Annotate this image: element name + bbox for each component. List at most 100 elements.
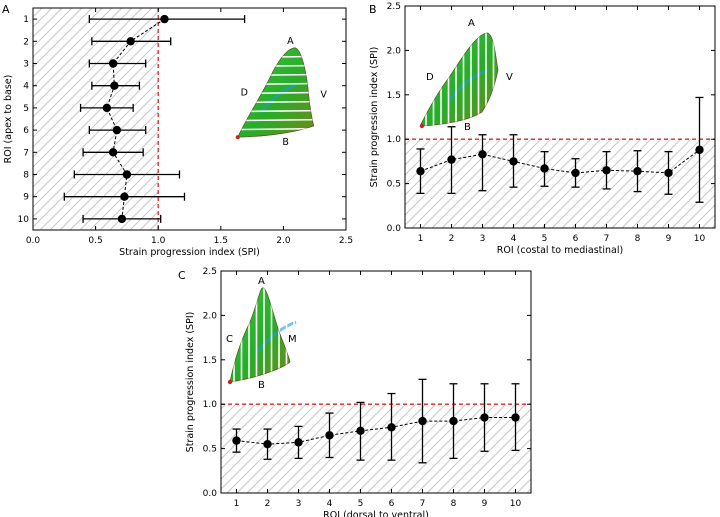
panel-b-plot: A D V B 1 2 3 4 5 6 7 8 9 10 0.0 0.5 1.0 1.5 2.0 2.5 ROI (co… [369,2,716,256]
panel-a-axes-frame [32,7,347,231]
panel-a-shape-label: B [282,137,289,148]
panel-b-x-axis-label: ROI (costal to mediastinal) [497,245,623,256]
panel-b-x-tick-label: 9 [666,234,672,244]
panel-a-data-point [102,103,112,113]
panel-c-y-tick-label: 0.5 [203,445,217,455]
panel-c-data-point [294,438,303,447]
panel-c-data-point [480,413,489,422]
panel-b-shape-label: A [468,18,475,29]
panel-a-data-point [110,81,119,90]
panel-a-y-tick-label: 10 [18,215,30,225]
panel-b-data-point [695,145,704,155]
panel-a-lung-stripe [232,73,319,77]
panel-b-y-tick-label: 2.5 [387,2,401,12]
panel-b-y-tick-label: 1.0 [387,135,402,145]
panel-b-shape-label: D [426,72,434,83]
panel-b-x-tick-label: 4 [511,234,517,244]
panel-c-x-axis-label: ROI (dorsal to ventral) [323,510,429,517]
panel-a-series-line [106,18,165,219]
panel-a-x-tick-label: 1.5 [214,236,228,246]
panel-c-data-point [418,416,427,426]
panel-b-x-tick-label: 8 [635,234,641,244]
panel-a: A A D V B 0.0 0.5 1.0 1.5 2.0 2.5 1 2 3 4 5 6 7 8 9 10 Strai… [2,3,353,258]
panel-c-hatch-region [221,404,531,493]
panel-c-x-tick-label: 7 [420,499,426,509]
panel-c-y-tick-label: 2.0 [203,311,218,321]
panel-a-lung-edge [237,47,315,138]
panel-c-x-tick-label: 5 [358,499,364,509]
panel-a-lung-dot [235,135,240,140]
panel-c-lung-shape: A C M B [226,276,303,391]
panel-b-data-point [509,157,518,166]
panel-b-data-point [416,166,425,176]
panel-c-data-point [387,423,396,432]
panel-a-lung-stripe [232,91,319,95]
panel-b-data-point [540,164,549,173]
panel-c: C A C M B 1 2 3 4 5 6 7 8 9 10 0.0 0.5 1.0 1.5 2.0 2.5 ROI (… [178,267,532,517]
panel-c-data-point [511,413,520,422]
panel-a-lung-stripe [232,118,319,122]
panel-b-x-tick-label: 2 [449,234,455,244]
panel-a-data-point [108,59,118,68]
panel-c-y-tick-label: 1.5 [203,356,217,366]
panel-a-y-tick-label: 1 [23,15,29,25]
panel-a-y-tick-label: 7 [23,148,29,158]
panel-a-letter: A [2,3,10,16]
panel-a-data-point [160,14,169,24]
panel-b-x-tick-label: 3 [480,234,486,244]
panel-b-shape-label: V [506,72,513,83]
panel-c-x-tick-label: 4 [327,499,333,509]
panel-b-x-tick-label: 10 [694,234,706,244]
panel-b-data-point [571,168,580,178]
panel-c-lung-edge [229,287,291,383]
panel-b-lung-dot [419,123,425,129]
panel-c-data-point [356,426,365,436]
panel-a-lung-stripe [232,82,319,86]
panel-c-x-tick-label: 2 [265,499,271,509]
panel-a-y-tick-label: 2 [23,37,29,47]
panel-a-data-point [117,214,127,224]
panel-c-x-tick-label: 9 [482,499,488,509]
panel-c-data-point [325,431,334,440]
panel-a-lung-shape: A D V B [232,36,327,148]
panel-a-lung-stripe [232,55,319,59]
panel-c-x-tick-label: 1 [234,499,240,509]
panel-a-data-point [126,37,135,46]
panel-c-x-tick-label: 8 [451,499,457,509]
panel-b-axes-frame [404,5,716,229]
panel-b-x-tick-label: 6 [573,234,579,244]
panel-b-data-point [664,168,673,178]
panel-a-data-point [108,148,118,157]
panel-a-y-axis-label: ROI (apex to base) [3,75,14,164]
panel-b-data-point [602,166,611,175]
panel-b-hatch-region [405,139,715,228]
panel-a-shape-label: A [287,36,294,47]
panel-b-lung-vessel [448,68,489,101]
panel-a-y-tick-label: 6 [23,126,29,136]
panel-a-x-tick-label: 2.0 [276,236,291,246]
panel-b-lung-edge [419,32,499,127]
panel-b-y-tick-label: 2.0 [387,46,402,56]
panel-b: B A D V B 1 2 3 4 5 6 7 8 9 10 0.0 0.5 1.0 1.5 2.0 2.5 ROI (… [369,2,716,256]
panel-a-lung-stripe [232,100,319,104]
panel-a-y-tick-label: 9 [23,193,29,203]
panel-b-x-tick-label: 5 [542,234,548,244]
panel-c-lung-fill [229,287,291,383]
panel-c-shape-label: C [226,334,233,345]
panel-a-x-tick-label: 2.5 [339,236,353,246]
panel-b-lung-shape: A D V B [419,18,513,133]
panel-a-y-tick-label: 4 [23,82,29,92]
panel-c-shape-label: B [258,380,265,391]
panel-c-y-tick-label: 0.0 [203,489,218,499]
panel-a-lung-stripe [232,109,319,113]
panel-c-plot: A C M B 1 2 3 4 5 6 7 8 9 10 0.0 0.5 1.0 1.5 2.0 2.5 ROI (do… [185,267,532,517]
panel-b-letter: B [369,3,377,16]
panel-c-axes-frame [220,270,532,494]
panel-b-y-tick-label: 0.0 [387,224,402,234]
panel-b-data-point [633,166,642,176]
panel-a-lung-vessel [260,82,299,114]
panel-b-data-point [447,155,456,164]
panel-c-lung-vessel [256,320,297,353]
panel-a-data-point [120,192,129,201]
